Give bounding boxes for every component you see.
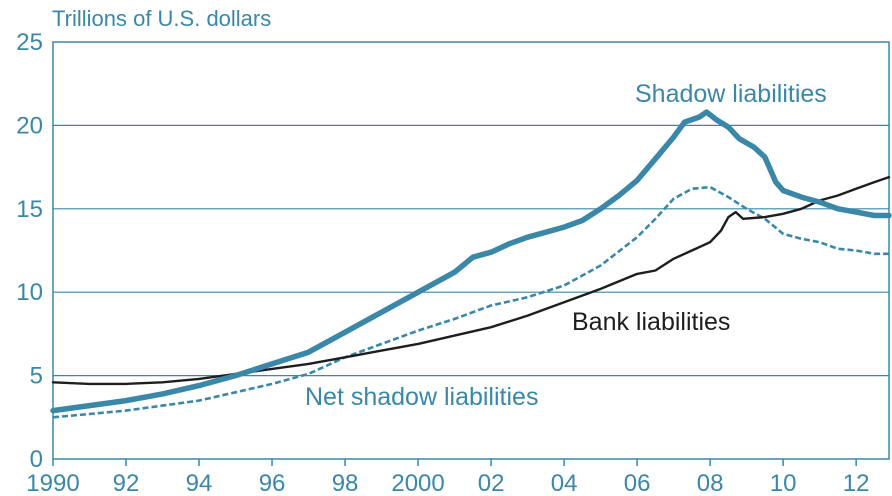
x-tick-label: 12	[843, 470, 870, 496]
y-tick-label: 10	[16, 279, 43, 306]
y-tick-label: 5	[30, 363, 43, 390]
series-label-bank-liabilities: Bank liabilities	[572, 308, 730, 336]
x-tick-label: 2000	[391, 470, 444, 496]
plot-frame	[52, 41, 890, 460]
x-tick-label: 92	[113, 470, 140, 496]
x-axis: 1990 92 94 96 98 2000 02 04 06 08 10 12	[26, 459, 869, 496]
series-line-bank-liabilities	[51, 175, 891, 386]
series-line-shadow-liabilities	[50, 109, 892, 414]
y-tick-label: 0	[30, 446, 43, 473]
gridlines	[53, 124, 889, 377]
x-tick-label: 96	[259, 470, 286, 496]
series-lines	[50, 109, 892, 419]
y-tick-label: 20	[16, 112, 43, 139]
x-tick-label: 04	[551, 470, 578, 496]
y-tick-label: 15	[16, 196, 43, 223]
y-axis: 0 5 10 15 20 25	[16, 29, 43, 473]
series-label-net-shadow-liabilities: Net shadow liabilities	[305, 383, 538, 411]
x-tick-label: 94	[186, 470, 213, 496]
x-tick-label: 98	[332, 470, 359, 496]
y-axis-label: Trillions of U.S. dollars	[52, 6, 271, 31]
y-tick-label: 25	[16, 29, 43, 56]
series-line-net-shadow-liabilities	[52, 185, 889, 419]
x-tick-label: 10	[770, 470, 797, 496]
x-tick-label: 02	[478, 470, 505, 496]
series-label-shadow-liabilities: Shadow liabilities	[635, 80, 827, 108]
x-tick-label: 1990	[26, 470, 79, 496]
x-tick-label: 08	[697, 470, 724, 496]
x-tick-label: 06	[624, 470, 651, 496]
